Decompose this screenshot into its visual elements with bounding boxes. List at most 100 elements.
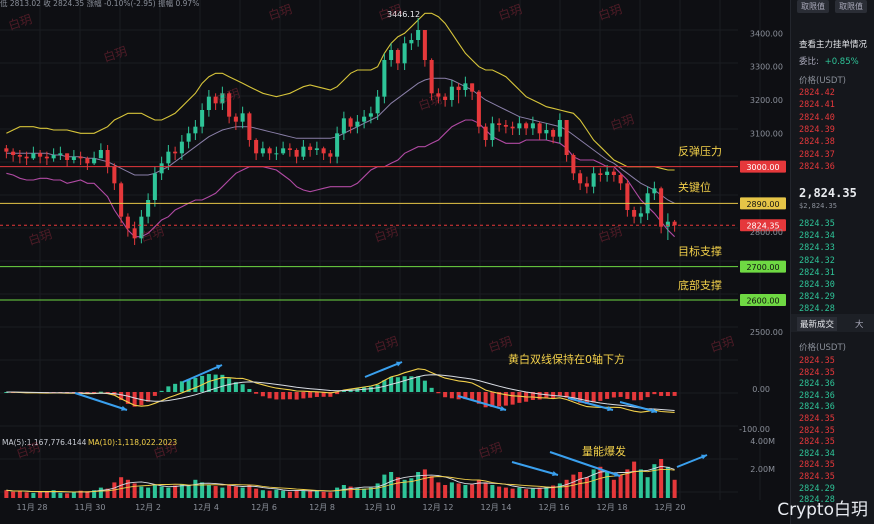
macd-bar — [422, 380, 427, 392]
candle-body — [159, 163, 164, 174]
candle-body — [220, 93, 225, 104]
candle-body — [557, 120, 562, 137]
volume-bar — [206, 485, 211, 498]
level-tag-label: 2600.00 — [746, 297, 779, 306]
arrow-shaft — [567, 397, 614, 411]
orderbook-row[interactable]: 2824.35 — [799, 367, 835, 378]
orderbook-row[interactable]: 2824.35 — [799, 425, 835, 436]
orderbook-row[interactable]: 2824.35 — [799, 460, 835, 471]
volume-bar — [152, 485, 157, 498]
candle-body — [247, 113, 252, 140]
macd-bar — [341, 390, 346, 392]
ratio-value: +0.85% — [824, 57, 859, 67]
arrow-head — [614, 471, 620, 477]
volume-bar — [510, 488, 515, 498]
candle-body — [294, 150, 299, 157]
y-tick-label: 3300.00 — [750, 63, 783, 72]
candle-body — [362, 116, 367, 122]
candle-body — [58, 153, 63, 155]
volume-bar — [645, 477, 650, 498]
orderbook-row[interactable]: 2824.42 — [799, 88, 835, 98]
price-chart[interactable]: 低 2813.02 收 2824.35 涨幅 -0.10%(-2.95) 振幅 … — [0, 0, 790, 524]
panel-button-1[interactable]: 取限值 — [797, 0, 829, 13]
orderbook-row[interactable]: 2824.35 — [799, 472, 835, 482]
macd-bar — [490, 392, 495, 408]
orderbook-row[interactable]: 2824.34 — [799, 448, 835, 459]
arrow-shaft — [74, 392, 128, 411]
x-axis: 11月 28 11月 30 12月 2 12月 4 12月 6 12月 8 12月 10 12… — [17, 503, 686, 512]
watermark-text: 白玥 — [486, 333, 513, 355]
x-tick-label: 12月 14 — [481, 503, 512, 512]
price-header: 价格(USDT) — [799, 76, 846, 86]
macd-bar — [132, 392, 137, 407]
macd-bar — [314, 392, 319, 397]
orderbook-row[interactable]: 2824.35 — [799, 437, 835, 448]
orderbook-row[interactable]: 2824.41 — [799, 100, 835, 111]
volume-bar — [247, 485, 252, 498]
watermark-text: 白玥 — [266, 1, 293, 23]
orderbook-row[interactable]: 2824.35 — [799, 219, 835, 229]
macd-bar — [173, 383, 178, 392]
volume-bar — [402, 479, 407, 498]
orderbook-row[interactable]: 2824.35 — [799, 414, 835, 424]
macd-bar — [530, 392, 535, 400]
macd-bar — [402, 376, 407, 392]
tab-latest-trades[interactable]: 最新成交 — [797, 317, 838, 331]
candle-body — [233, 116, 238, 122]
watermark-text: 白玥 — [372, 223, 399, 245]
annotation-target: 目标支撑 — [678, 244, 722, 258]
orderbook-row[interactable]: 2824.36 — [799, 379, 835, 390]
macd-bar — [470, 392, 475, 400]
volume-bar — [92, 490, 97, 498]
candle-body — [125, 216, 130, 229]
macd-bar — [632, 392, 637, 401]
orderbook-row[interactable]: 2824.29 — [799, 483, 835, 494]
volume-bar — [341, 485, 346, 498]
peak-label: 3446.12 — [387, 10, 420, 19]
candle-body — [409, 40, 414, 44]
volume-bar — [166, 487, 171, 498]
watermark-text: 白玥 — [214, 85, 241, 107]
macd-bar — [598, 392, 603, 401]
level-tag — [740, 197, 786, 210]
orderbook-row[interactable]: 2824.30 — [799, 280, 835, 290]
macd-bar — [652, 392, 657, 395]
orderbook-panel: 取限值 取限值 查看主力挂单情况 委比: +0.85% 价格(USDT) 282… — [790, 0, 874, 524]
y-tick-label: 2.00M — [750, 465, 775, 474]
orderbook-row[interactable]: 2824.31 — [799, 267, 835, 278]
volume-ma5-label: MA(5):1,167,776.4144 — [2, 438, 87, 447]
arrow-shaft — [364, 361, 403, 378]
orderbook-row[interactable]: 2824.40 — [799, 112, 835, 123]
orderbook-row[interactable]: 2824.38 — [799, 137, 835, 148]
candle-body — [476, 91, 481, 127]
orderbook-row[interactable]: 2824.36 — [799, 390, 835, 401]
x-tick-label: 12月 12 — [423, 503, 454, 512]
volume-bar — [98, 487, 103, 498]
orderbook-row[interactable]: 2824.37 — [799, 149, 835, 160]
macd-bar — [605, 392, 610, 399]
orderbook-row[interactable]: 2824.32 — [799, 255, 835, 266]
volume-bar — [564, 479, 569, 498]
orderbook-row[interactable]: 2824.28 — [799, 495, 835, 506]
orderbook-row[interactable]: 2824.29 — [799, 292, 835, 303]
orderbook-row[interactable]: 2824.34 — [799, 231, 835, 242]
macd-bar — [139, 392, 144, 406]
candle-body — [287, 148, 292, 150]
volume-bar — [71, 491, 76, 498]
candle-body — [65, 153, 70, 160]
tab-big-trades[interactable]: 大 — [855, 320, 864, 330]
candle-body — [193, 126, 198, 134]
panel-title[interactable]: 查看主力挂单情况 — [799, 40, 868, 50]
panel-button-2[interactable]: 取限值 — [835, 0, 867, 13]
watermark-text: 白玥 — [708, 333, 735, 355]
orderbook-row[interactable]: 2824.35 — [799, 356, 835, 366]
orderbook-row[interactable]: 2824.28 — [799, 304, 835, 315]
orderbook-row[interactable]: 2824.36 — [799, 402, 835, 413]
orderbook-row[interactable]: 2824.33 — [799, 243, 835, 254]
candle-body — [200, 110, 205, 127]
orderbook-row[interactable]: 2824.36 — [799, 161, 835, 172]
candle-body — [31, 153, 36, 159]
orderbook-row[interactable]: 2824.39 — [799, 124, 835, 135]
watermark-text: 白玥 — [14, 439, 41, 461]
candle-body — [132, 228, 137, 239]
